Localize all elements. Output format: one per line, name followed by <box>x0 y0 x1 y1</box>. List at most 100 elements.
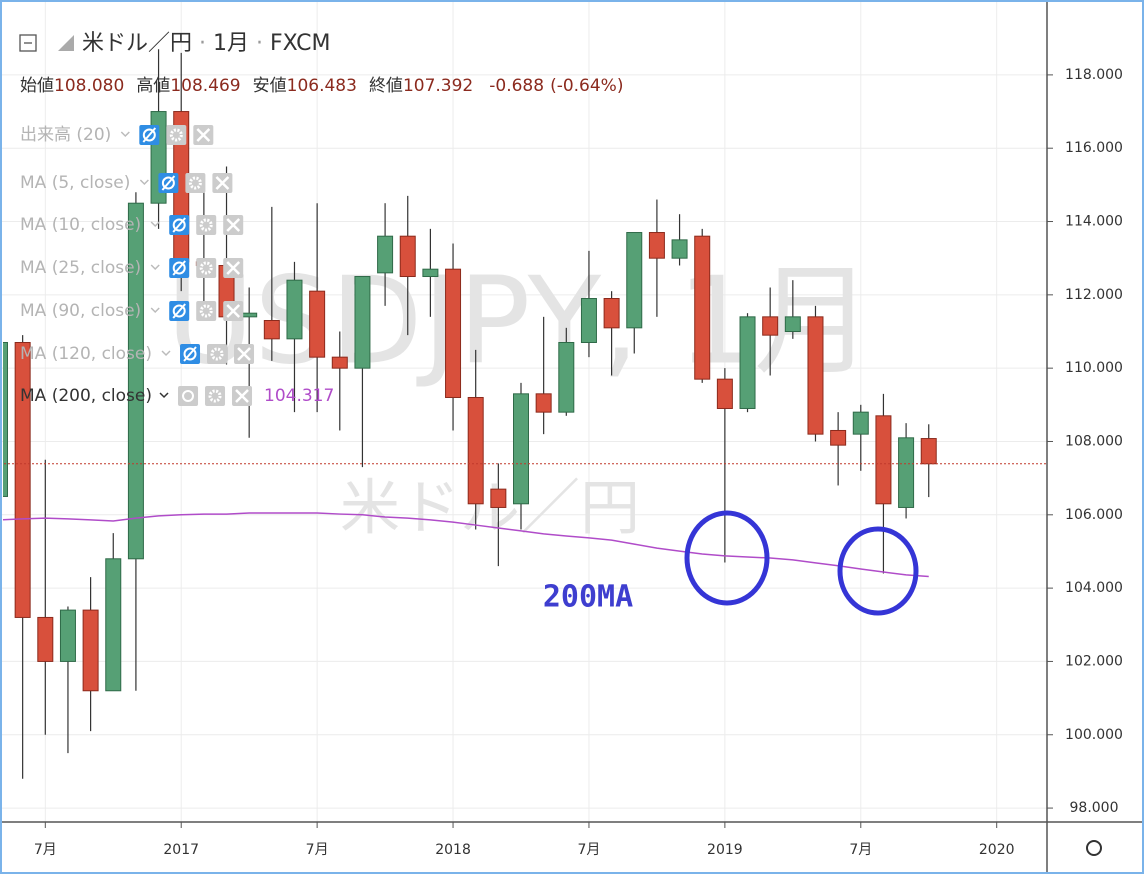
visibility-icon[interactable] <box>178 386 199 406</box>
candle-body <box>127 202 144 560</box>
x-tick-label: 2019 <box>707 842 743 858</box>
y-tick-label: 116.000 <box>1065 140 1123 156</box>
visibility-icon <box>172 261 186 275</box>
y-tick-label: 98.000 <box>1070 800 1119 816</box>
symbol-icon <box>58 35 74 51</box>
remove-icon <box>196 128 211 142</box>
visibility-icon <box>172 218 186 232</box>
remove-icon <box>226 261 241 275</box>
candle-body <box>82 609 99 692</box>
indicator-chevron <box>139 179 149 186</box>
indicator-label[interactable]: MA (5, close) <box>20 173 130 193</box>
separator: · <box>192 31 213 56</box>
candle-body <box>490 488 507 508</box>
settings-icon[interactable] <box>1086 840 1102 856</box>
settings-icon <box>199 218 213 232</box>
x-tick-label: 2018 <box>435 842 471 858</box>
visibility-icon <box>183 346 197 362</box>
candle-body <box>422 268 439 278</box>
indicator-label[interactable]: MA (10, close) <box>20 215 141 235</box>
visibility-icon <box>183 347 197 361</box>
candle-body <box>399 235 416 278</box>
settings-icon[interactable] <box>185 173 206 193</box>
settings-icon[interactable] <box>196 215 217 235</box>
y-tick-label: 110.000 <box>1065 360 1123 376</box>
settings-icon[interactable] <box>205 386 226 406</box>
x-tick-label: 2017 <box>163 842 199 858</box>
ohlc-label: 安値 <box>253 76 287 96</box>
indicator-value: 104.317 <box>264 386 334 406</box>
visibility-icon <box>182 390 195 402</box>
ma-line <box>3 512 929 578</box>
ohlc-label: 始値 <box>20 76 54 96</box>
candle-body <box>762 316 779 336</box>
candle-body <box>513 393 529 505</box>
candle-body <box>875 415 892 505</box>
y-tick-label: 106.000 <box>1065 507 1123 523</box>
interval: 1月 <box>213 31 249 56</box>
change: -0.688 <box>489 76 544 96</box>
candle-body <box>377 235 394 274</box>
indicator-label[interactable]: MA (90, close) <box>20 301 141 321</box>
candle-body <box>852 411 869 435</box>
change-pct: (-0.64%) <box>550 76 623 96</box>
settings-icon[interactable] <box>196 258 217 278</box>
x-tick-label: 7月 <box>849 842 872 858</box>
y-tick-label: 118.000 <box>1065 67 1123 83</box>
indicator-chevron <box>150 221 160 228</box>
candle-body <box>535 393 552 413</box>
ohlc-label: 高値 <box>136 76 170 96</box>
y-tick-label: 114.000 <box>1065 214 1123 230</box>
exchange[interactable]: FXCM <box>270 31 330 56</box>
candle-body <box>445 268 462 398</box>
x-tick-label: 7月 <box>577 842 600 858</box>
settings-icon[interactable] <box>166 125 187 145</box>
candle-body <box>309 290 326 358</box>
ohlc-value: 106.483 <box>287 76 357 96</box>
separator: · <box>249 31 270 56</box>
header: 米ドル／円 · 1月 · FXCM <box>82 31 330 56</box>
collapse-icon[interactable] <box>19 34 37 52</box>
indicator-label[interactable]: 出来高 (20) <box>20 125 111 145</box>
candle-body <box>716 378 733 409</box>
settings-icon <box>188 176 202 190</box>
highlight-circle <box>684 510 770 606</box>
candle-body <box>648 232 665 259</box>
remove-icon <box>226 304 241 318</box>
ohlc-value: 107.392 <box>403 76 473 96</box>
indicator-chevron <box>161 350 171 357</box>
visibility-icon <box>142 127 157 143</box>
candle-body <box>626 232 643 329</box>
ohlc-label: 終値 <box>369 76 403 96</box>
settings-icon[interactable] <box>196 301 217 321</box>
visibility-icon <box>172 260 186 276</box>
x-tick-label: 7月 <box>306 842 329 858</box>
candle-body <box>694 235 711 380</box>
legend: 米ドル／円 · 1月 · FXCM 始値108.080 高値108.469 安値10… <box>19 31 623 406</box>
candle-body <box>467 396 484 505</box>
visibility-icon <box>172 217 186 233</box>
indicator-chevron <box>150 307 160 314</box>
indicator-label[interactable]: MA (25, close) <box>20 258 141 278</box>
settings-icon[interactable] <box>207 344 228 364</box>
candle-body <box>37 616 54 662</box>
indicator-label[interactable]: MA (120, close) <box>20 344 152 364</box>
candle-body <box>739 316 756 409</box>
indicator-chevron <box>150 264 160 271</box>
candle-body <box>671 239 688 259</box>
candle-body <box>286 279 303 340</box>
settings-icon <box>199 304 213 318</box>
candle-body <box>3 341 8 497</box>
visibility-icon <box>142 128 156 142</box>
candle-body <box>830 429 847 446</box>
watermark-sub: 米ドル／円 <box>340 474 640 544</box>
x-tick-label: 2020 <box>979 842 1015 858</box>
indicator-label[interactable]: MA (200, close) <box>20 386 152 406</box>
indicator-chevron <box>159 392 169 399</box>
settings-icon <box>169 128 183 142</box>
candle-body <box>558 341 575 413</box>
y-tick-label: 100.000 <box>1065 727 1123 743</box>
